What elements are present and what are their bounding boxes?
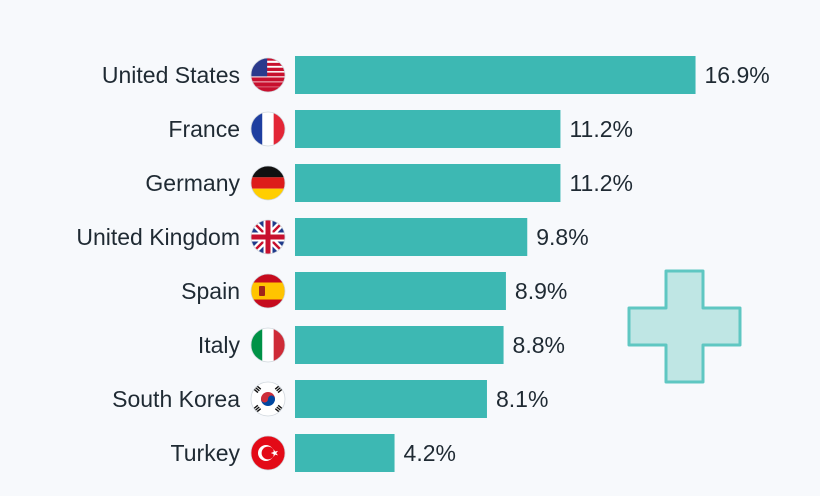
france-flag-icon bbox=[250, 111, 286, 147]
bar bbox=[295, 110, 561, 148]
bar bbox=[295, 272, 506, 310]
category-label: France bbox=[168, 116, 240, 142]
value-label: 8.8% bbox=[513, 332, 565, 358]
bar-row: United States 16.9% bbox=[102, 56, 770, 94]
bar-row: Germany 11.2% bbox=[145, 164, 633, 202]
bar bbox=[295, 380, 487, 418]
value-label: 9.8% bbox=[536, 224, 588, 250]
turkey-flag-icon bbox=[250, 435, 286, 471]
south-korea-flag-icon bbox=[250, 381, 286, 417]
value-label: 4.2% bbox=[404, 440, 456, 466]
germany-flag-icon bbox=[250, 165, 286, 201]
bar-row: United Kingdom 9.8% bbox=[76, 218, 589, 256]
value-label: 16.9% bbox=[705, 62, 770, 88]
bar-row: South Korea 8.1% bbox=[112, 380, 548, 418]
bar bbox=[295, 326, 504, 364]
category-label: Spain bbox=[181, 278, 240, 304]
bar-row: Italy 8.8% bbox=[198, 326, 565, 364]
category-label: Italy bbox=[198, 332, 241, 358]
category-label: United States bbox=[102, 62, 240, 88]
category-label: Germany bbox=[145, 170, 240, 196]
bar-row: Turkey 4.2% bbox=[171, 434, 456, 472]
bar bbox=[295, 56, 696, 94]
bar-row: France 11.2% bbox=[168, 110, 633, 148]
bar-row: Spain 8.9% bbox=[181, 272, 567, 310]
value-label: 8.1% bbox=[496, 386, 548, 412]
category-label: Turkey bbox=[171, 440, 241, 466]
uk-flag-icon bbox=[250, 219, 286, 255]
value-label: 11.2% bbox=[569, 170, 633, 196]
category-label: South Korea bbox=[112, 386, 240, 412]
us-flag-icon bbox=[250, 57, 286, 93]
value-label: 11.2% bbox=[569, 116, 633, 142]
bar bbox=[295, 164, 561, 202]
spain-flag-icon bbox=[250, 273, 286, 309]
category-label: United Kingdom bbox=[76, 224, 240, 250]
bar bbox=[295, 434, 395, 472]
italy-flag-icon bbox=[250, 327, 286, 363]
medical-cross-icon bbox=[627, 269, 742, 384]
bar-rows: United States 16.9% France 11.2% Germany 11.2… bbox=[76, 56, 770, 472]
value-label: 8.9% bbox=[515, 278, 567, 304]
bar bbox=[295, 218, 528, 256]
